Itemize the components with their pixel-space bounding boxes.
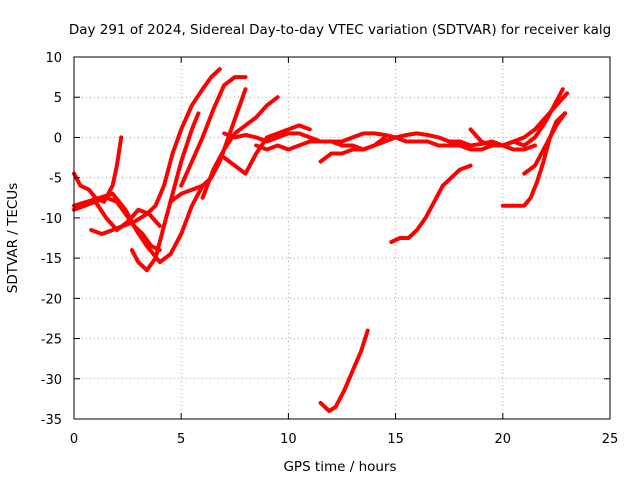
y-tick-label: 5 <box>54 91 62 106</box>
y-tick-label: -30 <box>41 373 62 388</box>
series-line-s13 <box>318 135 387 164</box>
plot-frame <box>73 56 611 420</box>
y-tick-label: -5 <box>49 172 62 187</box>
x-tick-label: 25 <box>602 432 619 447</box>
x-axis-label: GPS time / hours <box>283 459 396 475</box>
x-tick-label: 15 <box>387 432 404 447</box>
y-tick-label: -15 <box>41 252 62 267</box>
series-line-s4 <box>89 67 222 236</box>
x-tick-label: 0 <box>70 432 78 447</box>
x-tick-label: 5 <box>177 432 185 447</box>
y-tick-label: -25 <box>41 333 62 348</box>
series-line-s5 <box>93 199 162 232</box>
y-tick-labels: 10 5 0 -5 -10 -15 -20 -25 -30 -35 <box>41 51 62 428</box>
series-line-s9 <box>200 95 280 200</box>
x-tick-labels: 0 5 10 15 20 25 <box>70 432 618 447</box>
series-line-s12 <box>254 135 537 152</box>
series-line-s3 <box>72 183 205 265</box>
y-axis-label: SDTVAR / TECUs <box>5 183 21 293</box>
series-line-s1 <box>72 135 124 204</box>
ticks-layer <box>73 56 611 420</box>
series-line-s15 <box>389 163 473 244</box>
y-tick-label: -35 <box>41 413 62 428</box>
grid-layer <box>74 57 610 419</box>
series-line-s8 <box>179 75 248 188</box>
series-layer <box>72 67 570 413</box>
series-line-s18 <box>522 111 567 176</box>
chart-title: Day 291 of 2024, Sidereal Day-to-day VTE… <box>69 22 611 38</box>
y-tick-label: -10 <box>41 212 62 227</box>
series-line-s14 <box>318 328 370 413</box>
y-tick-label: -20 <box>41 292 62 307</box>
series-line-s11 <box>222 123 312 176</box>
series-line-s2 <box>72 195 162 253</box>
y-tick-label: 0 <box>54 131 62 146</box>
series-line-s16 <box>468 91 570 148</box>
y-tick-label: 10 <box>45 51 62 66</box>
x-tick-label: 20 <box>495 432 512 447</box>
x-tick-label: 10 <box>280 432 297 447</box>
series-line-s6 <box>129 111 201 273</box>
